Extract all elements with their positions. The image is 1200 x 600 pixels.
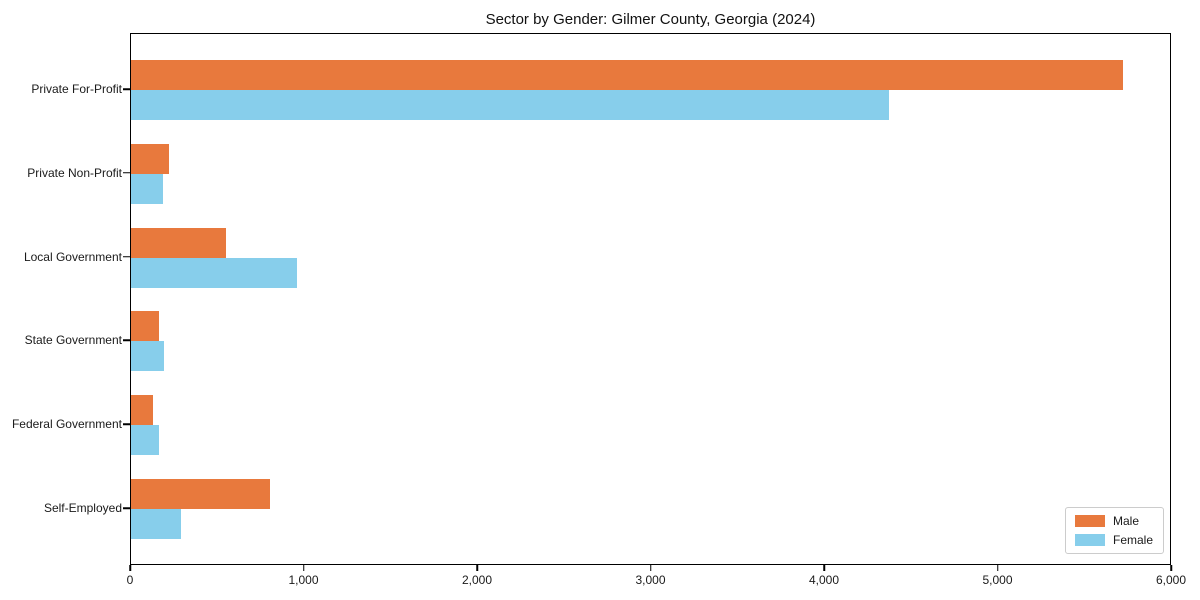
y-tick-mark: [123, 88, 130, 90]
x-tick-label-3: 3,000: [635, 573, 666, 587]
bar-male-4: [131, 395, 153, 426]
legend-item-female: Female: [1074, 533, 1153, 547]
y-axis-label-2: Local Government: [23, 249, 122, 264]
legend: Male Female: [1064, 507, 1164, 554]
bar-female-1: [131, 173, 164, 204]
bar-female-0: [131, 90, 890, 120]
y-tick-mark: [123, 423, 130, 425]
legend-item-male: Male: [1074, 514, 1153, 528]
y-axis-label-5: Self-Employed: [43, 501, 122, 515]
chart-title: Sector by Gender: Gilmer County, Georgia…: [485, 11, 816, 28]
y-tick-mark: [123, 255, 130, 258]
x-tick-mark: [823, 565, 825, 571]
x-tick-label-5: 5,000: [982, 573, 1013, 587]
bar-male-1: [131, 143, 170, 174]
x-tick-mark: [129, 565, 131, 571]
bar-female-4: [131, 425, 159, 456]
bar-male-2: [131, 227, 227, 258]
plot-area: Male Female: [130, 33, 1171, 565]
y-tick-mark: [123, 172, 130, 174]
x-tick-mark: [1170, 565, 1172, 571]
bar-male-3: [131, 311, 159, 342]
bar-female-2: [131, 257, 298, 288]
y-axis-label-0: Private For-Profit: [31, 82, 122, 96]
bar-female-5: [131, 509, 182, 539]
x-axis: 0 1,000 2,000 3,000 4,000 5,000 6,000: [126, 565, 1186, 595]
x-tick-mark: [649, 565, 652, 571]
bar-female-3: [131, 341, 164, 372]
x-tick-label-4: 4,000: [808, 573, 840, 587]
y-axis-label-4: Federal Government: [11, 417, 122, 432]
x-tick-label-1: 1,000: [288, 573, 319, 587]
y-axis: Private For-Profit Private Non-Profit Loca…: [0, 0, 130, 600]
bar-male-0: [131, 60, 1124, 90]
y-tick-mark: [123, 507, 130, 509]
x-tick-mark: [476, 565, 478, 571]
legend-swatch-male-icon: [1074, 515, 1105, 527]
x-tick-label-2: 2,000: [461, 573, 493, 587]
y-tick-mark: [123, 339, 130, 342]
legend-swatch-female-icon: [1074, 534, 1105, 546]
x-tick-mark: [996, 565, 999, 571]
bar-male-5: [131, 479, 270, 509]
y-axis-label-3: State Government: [24, 333, 122, 348]
x-tick-mark: [302, 565, 305, 571]
y-axis-label-1: Private Non-Profit: [27, 165, 122, 180]
x-tick-label-0: 0: [126, 573, 134, 587]
x-tick-label-6: 6,000: [1155, 573, 1187, 587]
legend-label-female: Female: [1112, 533, 1153, 547]
legend-label-male: Male: [1112, 514, 1139, 528]
